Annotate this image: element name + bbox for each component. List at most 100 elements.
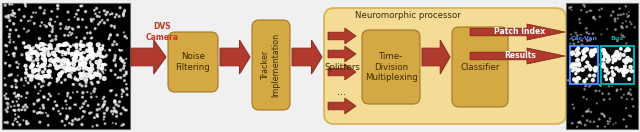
- Point: [586, 55, 596, 57]
- Point: [87, 64, 97, 66]
- Point: [612, 17, 623, 20]
- Point: [28, 51, 38, 53]
- Point: [62, 28, 72, 30]
- Point: [598, 59, 609, 61]
- Point: [37, 77, 47, 80]
- Point: [39, 12, 49, 14]
- Point: [63, 19, 74, 21]
- Point: [41, 44, 51, 46]
- Point: [580, 85, 591, 87]
- Point: [575, 121, 586, 123]
- Point: [588, 54, 598, 56]
- Point: [48, 61, 58, 63]
- Point: [573, 121, 584, 124]
- Point: [45, 82, 55, 84]
- FancyBboxPatch shape: [601, 46, 634, 84]
- Point: [45, 24, 55, 26]
- Point: [35, 66, 45, 68]
- Point: [86, 50, 96, 52]
- Point: [589, 74, 599, 77]
- Point: [87, 53, 97, 55]
- Point: [599, 115, 609, 117]
- Point: [616, 70, 626, 72]
- Point: [120, 9, 130, 11]
- Point: [609, 70, 619, 72]
- Point: [116, 113, 126, 115]
- Point: [64, 44, 74, 46]
- Point: [618, 13, 628, 15]
- Point: [576, 9, 586, 11]
- Point: [579, 80, 589, 82]
- Point: [612, 40, 623, 42]
- Point: [71, 13, 81, 15]
- Point: [84, 68, 94, 70]
- Point: [93, 64, 104, 66]
- Point: [582, 32, 592, 34]
- Point: [572, 62, 582, 64]
- Point: [120, 35, 130, 37]
- Point: [38, 85, 49, 87]
- Point: [77, 116, 88, 118]
- Point: [605, 98, 615, 100]
- Point: [616, 14, 626, 16]
- Point: [41, 60, 51, 63]
- Point: [38, 53, 49, 55]
- Point: [2, 102, 12, 104]
- Point: [79, 62, 90, 64]
- Point: [117, 89, 127, 91]
- Point: [38, 71, 48, 73]
- Point: [26, 78, 36, 81]
- Point: [570, 63, 580, 65]
- Point: [28, 46, 38, 49]
- Point: [95, 77, 106, 79]
- Point: [89, 56, 99, 58]
- Point: [81, 26, 92, 28]
- Point: [586, 61, 596, 63]
- Point: [590, 68, 600, 70]
- Point: [29, 51, 39, 53]
- Point: [114, 49, 124, 51]
- Point: [44, 74, 54, 77]
- Point: [48, 52, 58, 54]
- Point: [110, 55, 120, 57]
- Point: [566, 9, 577, 11]
- Point: [99, 77, 109, 80]
- FancyBboxPatch shape: [566, 3, 638, 129]
- Point: [38, 53, 49, 55]
- Point: [8, 101, 18, 103]
- Point: [600, 66, 610, 68]
- Point: [74, 53, 84, 55]
- Point: [568, 103, 578, 106]
- Point: [35, 25, 45, 27]
- Point: [17, 54, 27, 56]
- Point: [40, 65, 50, 67]
- Point: [93, 44, 103, 46]
- Point: [35, 121, 45, 123]
- Point: [99, 10, 109, 12]
- Point: [568, 44, 578, 46]
- Point: [32, 76, 42, 78]
- Point: [4, 3, 15, 5]
- Point: [619, 94, 629, 96]
- Point: [63, 34, 74, 37]
- Point: [93, 81, 103, 83]
- Point: [63, 43, 74, 45]
- Point: [600, 126, 610, 128]
- Point: [33, 77, 44, 79]
- Point: [13, 94, 23, 96]
- Point: [56, 28, 66, 30]
- Point: [97, 106, 108, 108]
- Point: [598, 73, 609, 75]
- Point: [614, 70, 624, 72]
- Point: [95, 60, 105, 62]
- Point: [110, 16, 120, 18]
- Point: [44, 75, 54, 77]
- Text: Car-Van: Car-Van: [570, 36, 598, 41]
- Point: [26, 53, 36, 55]
- Point: [618, 35, 628, 37]
- Point: [38, 43, 49, 46]
- Point: [76, 41, 86, 43]
- Point: [90, 13, 100, 15]
- Point: [617, 47, 627, 50]
- Point: [625, 21, 636, 23]
